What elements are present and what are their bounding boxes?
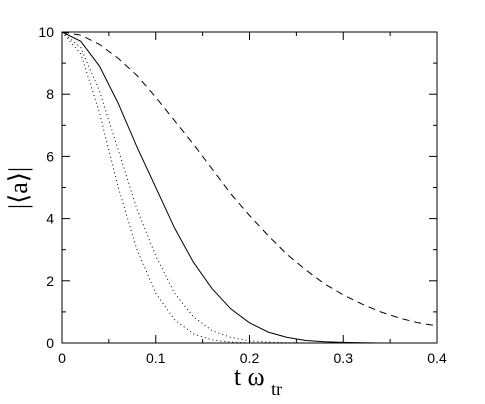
series-line-1-dashed — [61, 31, 438, 327]
y-tick-label: 0 — [46, 335, 54, 351]
x-axis-label-subscript: tr — [271, 379, 282, 399]
y-tick-label: 4 — [46, 211, 54, 227]
y-axis-label: |⟨a⟩| — [4, 167, 33, 209]
x-tick-label: 0.4 — [427, 350, 447, 366]
plot-frame — [61, 31, 438, 344]
x-tick-label: 0 — [58, 350, 66, 366]
y-tick-label: 10 — [38, 24, 54, 40]
y-tick-label: 8 — [46, 86, 54, 102]
series-line-4-dotted — [61, 31, 250, 344]
x-tick-label: 0.2 — [240, 350, 260, 366]
y-tick-label: 6 — [46, 148, 54, 164]
y-tick-label: 2 — [46, 273, 54, 289]
x-tick-label: 0.3 — [334, 350, 354, 366]
x-axis-label: t ω tr — [234, 362, 282, 399]
x-tick-label: 0.1 — [146, 350, 166, 366]
ticks: 0 0.1 0.2 0.3 0.4 0 2 4 6 8 10 — [38, 24, 447, 366]
x-axis-label-main: t ω — [234, 362, 265, 391]
series-line-2-solid — [61, 31, 419, 344]
series-group — [61, 31, 438, 344]
series-line-3-dotted — [61, 31, 306, 344]
